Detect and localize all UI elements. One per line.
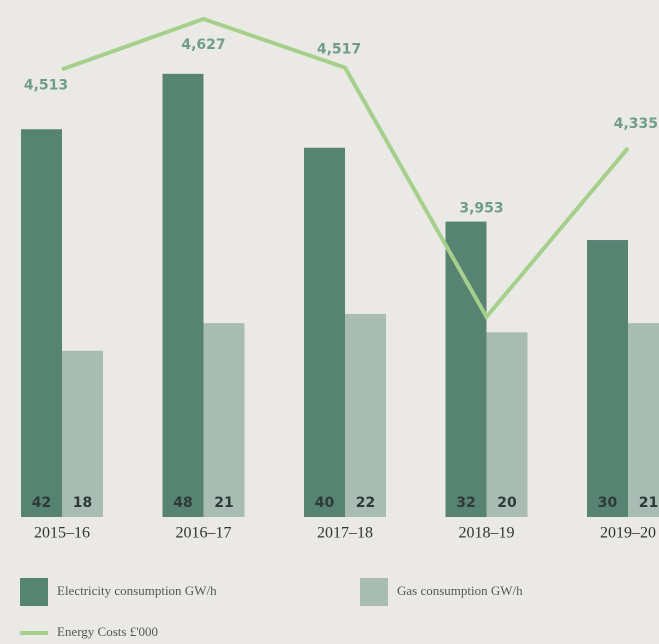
x-tick-label: 2015–16	[34, 525, 90, 542]
legend-swatch	[20, 578, 48, 606]
bar-value-label: 20	[497, 495, 517, 511]
bar	[587, 240, 628, 518]
bar-value-label: 22	[356, 495, 375, 511]
line-value-label: 4,627	[181, 37, 225, 53]
legend-swatch	[360, 578, 388, 606]
x-tick-label: 2018–19	[459, 525, 515, 542]
x-tick-label: 2019–20	[600, 525, 656, 542]
line-value-label: 4,335	[614, 116, 658, 132]
x-tick-label: 2017–18	[317, 525, 373, 542]
bar	[345, 313, 386, 517]
line	[61, 16, 630, 321]
bar	[203, 323, 245, 517]
line-value-label: 4,513	[24, 77, 68, 93]
bar	[445, 221, 487, 518]
bar-value-label: 21	[214, 495, 233, 511]
bar	[162, 73, 204, 517]
bar-value-label: 18	[73, 495, 92, 511]
bar-value-label: 21	[639, 495, 658, 511]
bar-value-label: 40	[315, 495, 335, 511]
legend-label: Gas consumption GW/h	[397, 583, 523, 598]
bar	[304, 147, 345, 517]
bar-value-label: 42	[32, 495, 51, 511]
x-tick-label: 2016–17	[176, 525, 232, 542]
legend-label: Electricity consumption GW/h	[57, 583, 217, 598]
line-value-label: 4,517	[317, 42, 361, 58]
bar	[21, 129, 62, 517]
bar	[62, 350, 103, 517]
bar	[628, 323, 659, 517]
bar-value-label: 48	[173, 495, 192, 511]
bar	[486, 332, 528, 517]
line-value-label: 3,953	[459, 201, 503, 217]
bar-value-label: 32	[456, 495, 475, 511]
bar-value-label: 30	[598, 495, 618, 511]
legend-label: Energy Costs £'000	[57, 624, 158, 639]
